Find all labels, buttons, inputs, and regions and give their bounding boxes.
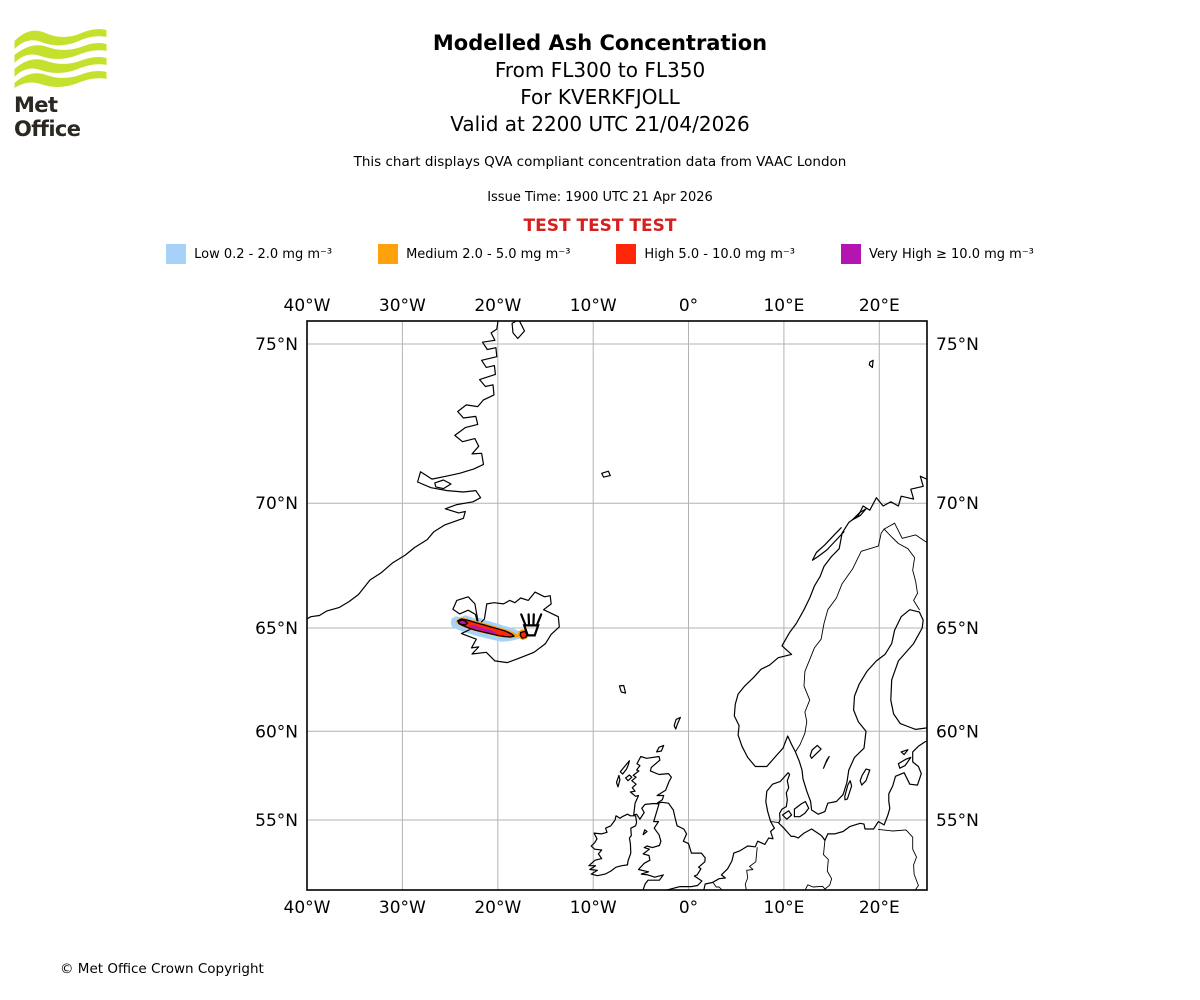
legend-label-medium: Medium 2.0 - 5.0 mg m⁻³ xyxy=(406,246,571,262)
legend-item-low: Low 0.2 - 2.0 mg m⁻³ xyxy=(166,244,332,264)
coastline-zealand xyxy=(793,800,810,818)
subtitle-flight-levels: From FL300 to FL350 xyxy=(494,58,706,82)
test-banner: TEST TEST TEST xyxy=(523,216,677,236)
lon-tick-label-bottom: 30°W xyxy=(379,898,426,918)
lat-tick-label-left: 70°N xyxy=(255,494,298,514)
ash-area-very-high xyxy=(469,625,497,634)
legend-swatch-low xyxy=(166,244,187,264)
coastline-saaremaa xyxy=(897,756,912,769)
lon-tick-label-top: 0° xyxy=(679,296,698,316)
coastline-milne-land xyxy=(434,479,452,490)
ash-area-high xyxy=(520,631,527,639)
coastline-greenland-island xyxy=(511,321,526,340)
lat-tick-label-right: 65°N xyxy=(936,619,979,639)
lon-tick-label-top: 30°W xyxy=(379,296,426,316)
lon-tick-label-top: 40°W xyxy=(284,296,331,316)
lat-tick-label-right: 60°N xyxy=(936,722,979,742)
page-title: Modelled Ash Concentration xyxy=(432,31,768,55)
legend-label-high: High 5.0 - 10.0 mg m⁻³ xyxy=(644,246,795,262)
concentration-legend: Low 0.2 - 2.0 mg m⁻³ Medium 2.0 - 5.0 mg … xyxy=(0,244,1200,264)
coastline-lewis xyxy=(619,760,631,775)
coastline-bear-island xyxy=(868,359,874,368)
issue-time: Issue Time: 1900 UTC 21 Apr 2026 xyxy=(487,190,713,205)
coastline-continental-coast xyxy=(703,740,927,890)
coastline-oland xyxy=(844,780,853,801)
lon-tick-label-bottom: 0° xyxy=(679,898,698,918)
legend-swatch-very_high xyxy=(840,244,861,264)
copyright-notice: © Met Office Crown Copyright xyxy=(60,961,264,977)
legend-label-low: Low 0.2 - 2.0 mg m⁻³ xyxy=(194,246,333,262)
coastline-greenland-east-coast xyxy=(307,321,499,620)
volcano-marker-icon xyxy=(520,613,543,637)
border-de-dk xyxy=(770,821,780,824)
subtitle-volcano: For KVERKFJOLL xyxy=(520,85,680,109)
border-pl-east xyxy=(877,828,919,890)
lon-tick-label-top: 20°E xyxy=(859,296,900,316)
coastline-lofoten xyxy=(811,527,845,561)
coastline-iceland xyxy=(452,591,560,664)
met-office-logo-text: Met Office xyxy=(14,93,81,141)
lon-tick-label-top: 10°E xyxy=(763,296,804,316)
volcano-ray xyxy=(536,613,543,626)
lat-tick-label-right: 75°N xyxy=(936,335,979,355)
met-office-logo: Met Office xyxy=(14,28,107,141)
legend-swatch-medium xyxy=(378,244,399,264)
map-frame xyxy=(306,320,928,891)
lon-tick-label-bottom: 10°W xyxy=(570,898,617,918)
lat-tick-label-left: 65°N xyxy=(255,619,298,639)
volcano-ray xyxy=(520,613,527,626)
lon-tick-label-bottom: 20°E xyxy=(859,898,900,918)
legend-item-medium: Medium 2.0 - 5.0 mg m⁻³ xyxy=(378,244,570,264)
ash-contour xyxy=(458,619,469,626)
lon-tick-label-bottom: 40°W xyxy=(284,898,331,918)
coastline-isle-of-man xyxy=(642,829,648,836)
header: Modelled Ash Concentration From FL300 to… xyxy=(0,30,1200,264)
border-fi-no xyxy=(883,522,927,543)
ash-contour xyxy=(457,618,515,638)
coastline-hiiumaa xyxy=(900,749,909,756)
ash-contour xyxy=(519,630,528,639)
lat-tick-label-right: 55°N xyxy=(936,811,979,831)
coastline-ireland xyxy=(588,813,638,877)
ash-area-high xyxy=(457,619,514,637)
lat-tick-label-left: 55°N xyxy=(255,811,298,831)
coastline-jan-mayen xyxy=(601,470,611,478)
volcano-cone xyxy=(522,624,540,637)
border-no-se xyxy=(794,528,885,753)
coastline-senja xyxy=(851,508,867,521)
coastline-faroes xyxy=(618,684,627,694)
met-office-waves-icon xyxy=(14,29,107,88)
lat-tick-label-right: 70°N xyxy=(936,494,979,514)
lon-tick-label-bottom: 10°E xyxy=(763,898,804,918)
coastline-uk-mainland xyxy=(629,755,706,890)
subtitle-valid-time: Valid at 2200 UTC 21/04/2026 xyxy=(450,112,750,136)
border-se-fi xyxy=(883,528,920,611)
coastline-scandinavia-coast xyxy=(733,475,927,815)
qva-note: This chart displays QVA compliant concen… xyxy=(353,154,847,170)
lon-tick-label-top: 10°W xyxy=(570,296,617,316)
legend-item-high: High 5.0 - 10.0 mg m⁻³ xyxy=(616,244,795,264)
lat-tick-label-left: 75°N xyxy=(255,335,298,355)
legend-label-very_high: Very High ≥ 10.0 mg m⁻³ xyxy=(868,246,1034,262)
coastline-uist xyxy=(615,774,621,788)
lon-tick-label-top: 20°W xyxy=(474,296,521,316)
coastline-lake-vattern xyxy=(822,755,830,769)
coastline-gotland xyxy=(859,768,871,786)
coastline-funen xyxy=(781,810,793,820)
lon-tick-label-bottom: 20°W xyxy=(474,898,521,918)
border-cz xyxy=(804,884,826,890)
coastline-shetland xyxy=(673,716,682,730)
legend-swatch-high xyxy=(616,244,637,264)
coastline-skye xyxy=(624,774,633,782)
coastline-orkney xyxy=(655,744,665,753)
coastline-lake-vanern xyxy=(809,744,822,759)
map-layers xyxy=(307,321,927,890)
legend-item-very_high: Very High ≥ 10.0 mg m⁻³ xyxy=(840,244,1034,264)
border-de-pl xyxy=(823,839,833,890)
lat-tick-label-left: 60°N xyxy=(255,722,298,742)
border-nl-de xyxy=(744,847,758,890)
